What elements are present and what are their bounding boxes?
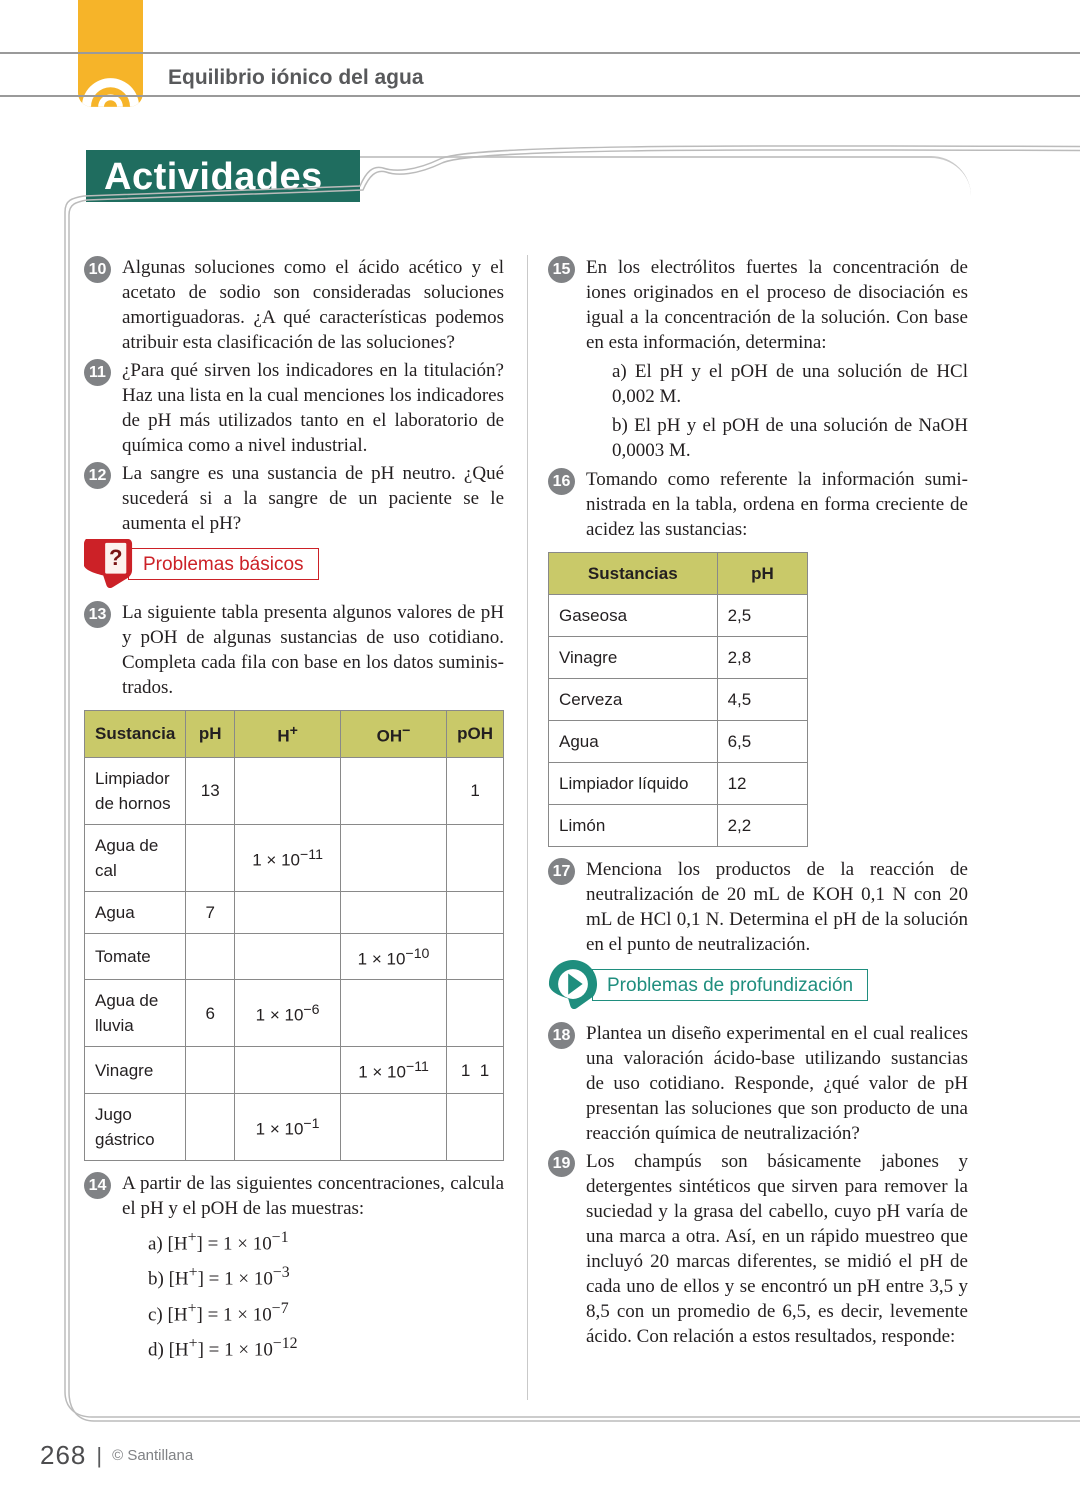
svg-text:?: ? (109, 545, 123, 570)
